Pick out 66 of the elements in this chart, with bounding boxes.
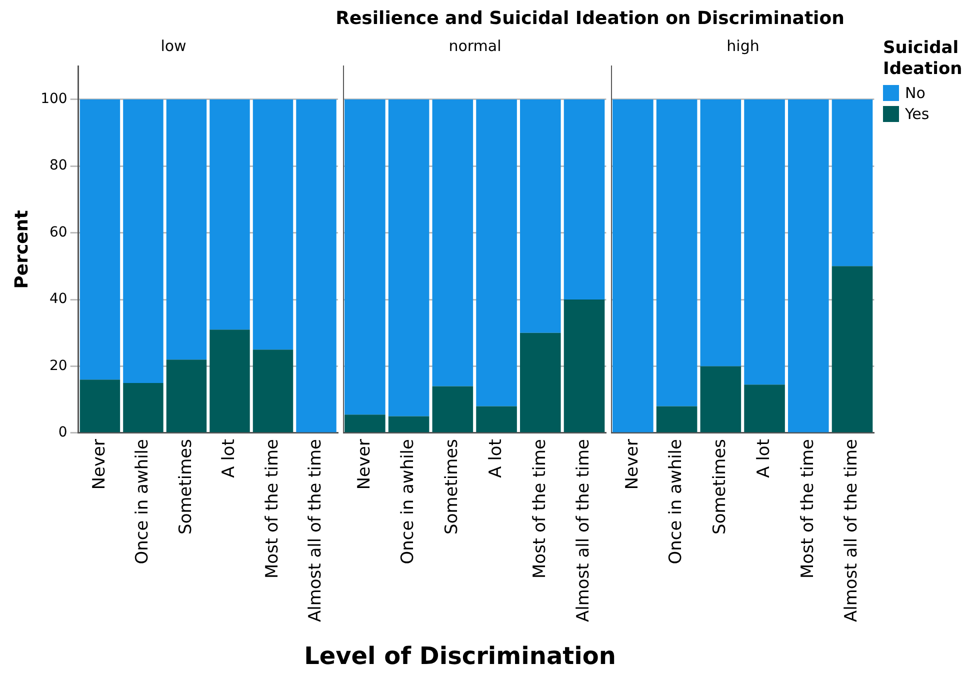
bar <box>744 384 785 432</box>
bar <box>80 380 120 432</box>
x-tick-label: Almost all of the time <box>842 438 862 622</box>
bar <box>123 382 164 432</box>
chart-subtitle: low <box>160 36 186 55</box>
x-tick-label: Most of the time <box>798 438 818 578</box>
bar <box>252 99 294 350</box>
x-tick-label: A lot <box>219 438 240 478</box>
x-tick-label: Sometimes <box>176 438 196 534</box>
bar <box>476 99 517 406</box>
x-tick-label: Almost all of the time <box>306 438 326 622</box>
x-tick-label: A lot <box>486 438 506 478</box>
x-tick-label: Most of the time <box>530 438 550 578</box>
bar <box>252 350 294 432</box>
bar <box>388 99 430 416</box>
bar <box>832 266 873 432</box>
bar <box>344 99 386 415</box>
x-tick-label: Almost all of the time <box>574 438 594 622</box>
x-tick-label: Once in awhile <box>398 438 418 564</box>
chart-subtitle: normal <box>448 36 502 55</box>
x-tick-label: Sometimes <box>710 438 730 534</box>
bar <box>744 99 785 385</box>
bar <box>656 406 698 432</box>
x-tick-label: Sometimes <box>442 438 462 534</box>
bar <box>656 99 698 406</box>
bar <box>210 99 250 330</box>
y-tick-label: 80 <box>49 158 68 174</box>
chart-title: Resilience and Suicidal Ideation on Discrimination <box>334 8 846 31</box>
x-tick-label: Once in awhile <box>666 438 686 564</box>
y-tick-label: 20 <box>49 358 68 374</box>
bar <box>520 332 561 432</box>
y-tick-label: 100 <box>40 91 68 108</box>
bar <box>344 414 386 432</box>
y-tick-label: 40 <box>49 291 68 308</box>
bar <box>520 99 561 333</box>
chart-subtitle: high <box>726 36 760 55</box>
x-axis-title: Level of Discrimination <box>303 642 617 670</box>
x-tick-label: Never <box>89 438 110 490</box>
x-tick-label: Never <box>622 438 642 490</box>
x-tick-label: A lot <box>754 438 774 478</box>
bar <box>612 99 654 432</box>
bar <box>564 300 605 432</box>
bar <box>788 99 829 432</box>
bar <box>700 99 742 366</box>
legend-label: No <box>905 84 926 102</box>
y-tick-label: 0 <box>58 424 68 441</box>
bar <box>564 99 605 300</box>
bar <box>166 99 207 360</box>
bar <box>210 330 250 432</box>
legend-label: Yes <box>905 105 930 123</box>
y-tick-label: 60 <box>49 224 68 240</box>
x-tick-label: Never <box>354 438 374 490</box>
x-tick-label: Once in awhile <box>132 438 153 564</box>
bar <box>476 406 517 432</box>
legend-title: Suicidal Ideation <box>883 38 964 80</box>
bar <box>832 99 873 266</box>
x-tick-label: Most of the time <box>262 438 282 578</box>
bar <box>80 99 120 380</box>
bar <box>296 99 336 432</box>
bar <box>166 360 207 432</box>
bar <box>432 386 474 432</box>
bar <box>700 366 742 432</box>
y-axis-title: Percent <box>11 210 32 289</box>
bar <box>123 99 164 383</box>
bar <box>432 99 474 386</box>
bar <box>388 416 430 432</box>
